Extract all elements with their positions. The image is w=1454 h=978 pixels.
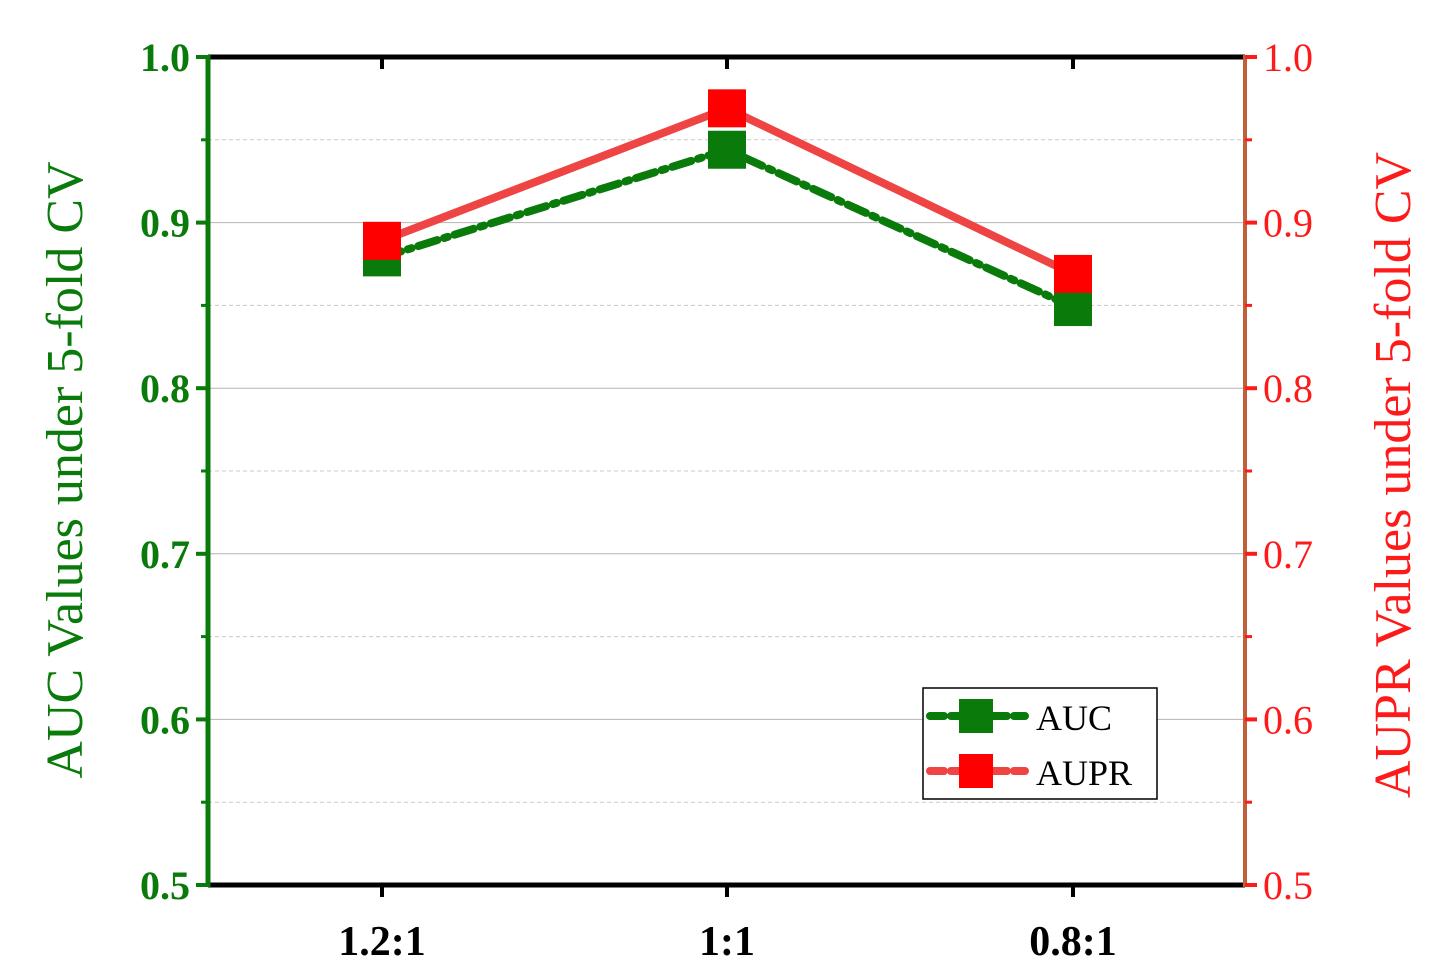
right-tick-label: 0.7 [1263, 532, 1313, 577]
data-point-auc [708, 130, 746, 169]
left-tick-label: 0.8 [140, 366, 190, 411]
x-tick-label: 1:1 [699, 919, 755, 965]
legend-aupr-label: AUPR [1036, 753, 1132, 793]
x-axis-ticks: 1.2:1 1:1 0.8:1 [338, 57, 1117, 965]
left-tick-label: 0.7 [140, 532, 190, 577]
left-tick-label: 1.0 [140, 35, 190, 80]
left-tick-label: 0.6 [140, 697, 190, 742]
left-tick-label: 0.9 [140, 201, 190, 246]
left-tick-label: 0.5 [140, 863, 190, 908]
legend-auc-label: AUC [1036, 698, 1112, 738]
x-tick-label: 1.2:1 [338, 919, 426, 965]
legend-aupr-marker [959, 754, 993, 788]
right-axis-title: AUPR Values under 5-fold CV [1365, 152, 1422, 798]
data-point-aupr [1054, 254, 1092, 293]
right-tick-label: 0.5 [1263, 863, 1313, 908]
legend: AUC AUPR [922, 687, 1158, 800]
right-tick-label: 0.8 [1263, 366, 1313, 411]
data-point-aupr [708, 89, 746, 128]
right-tick-label: 0.9 [1263, 201, 1313, 246]
right-tick-label: 1.0 [1263, 35, 1313, 80]
left-axis-ticks: 0.5 0.6 0.7 0.8 0.9 1.0 [140, 35, 208, 908]
right-axis-ticks: 0.5 0.6 0.7 0.8 0.9 1.0 [1245, 35, 1313, 908]
x-tick-label: 0.8:1 [1029, 919, 1117, 965]
legend-auc-marker [959, 699, 993, 733]
data-point-auc [1054, 288, 1092, 327]
data-point-aupr [363, 221, 401, 260]
left-axis-title: AUC Values under 5-fold CV [37, 161, 94, 778]
right-tick-label: 0.6 [1263, 697, 1313, 742]
series-layer [363, 89, 1092, 327]
